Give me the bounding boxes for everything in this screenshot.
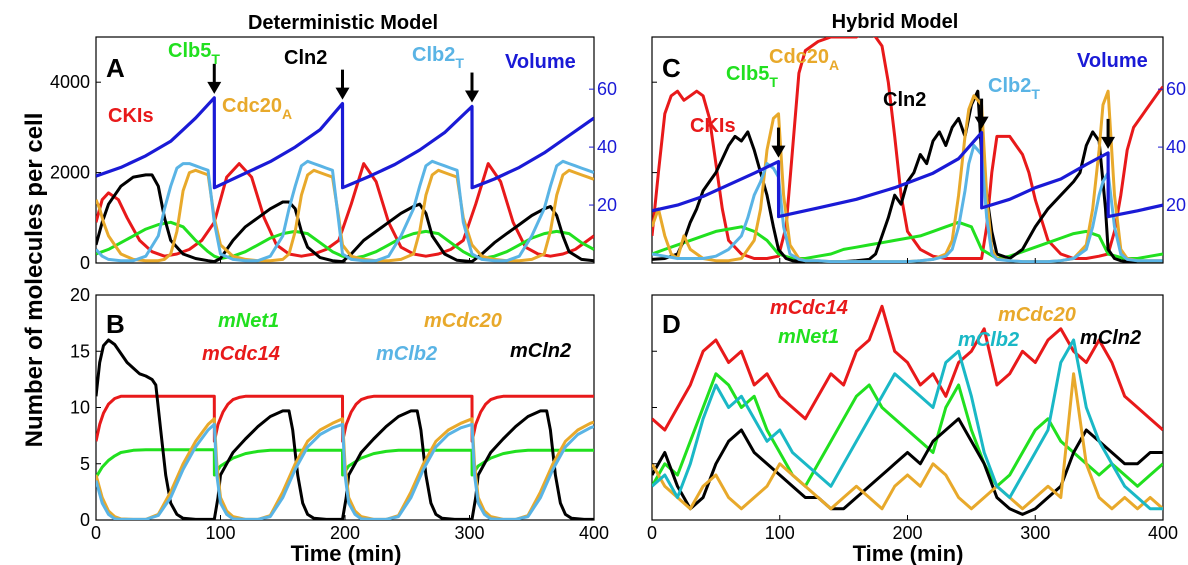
series-line-mclb2 [96,422,594,520]
x-tick-label: 200 [892,523,922,543]
x-tick-label: 200 [330,523,360,543]
series-label-mcdc20: mCdc20 [424,310,502,332]
y-tick-label: 0 [80,253,90,273]
division-arrow-head [335,87,350,100]
series-line-volume [652,131,1163,219]
y-right-tick-label: 20 [1166,195,1186,215]
series-label-subscript: A [829,57,839,73]
series-line-cln2 [96,173,594,263]
series-line-ckis [96,162,594,258]
series-label-mnet1: mNet1 [218,310,279,332]
y-tick-label: 2000 [50,163,90,183]
division-arrow-head [207,81,222,94]
y-right-tick-label: 40 [597,137,617,157]
series-line-volume [96,96,594,190]
y-right-tick-label: 60 [597,79,617,99]
series-label-mnet1: mNet1 [778,326,839,348]
series-line-mcdc20 [652,372,1163,511]
series-label-mclb2_d: mClb2 [958,329,1019,351]
series-label-subscript: T [769,74,778,90]
division-arrow-head [1101,136,1116,149]
series-label-mcln2: mCln2 [510,340,571,362]
series-line-mcln2 [652,417,1163,516]
panel-d: 0 100 200 300 400 mCdc14 mNet1 mCdc20 mClb2 mCln2… [647,294,1178,543]
series-label-cln2: Cln2 [284,47,327,69]
panel-letter-a: A [106,53,125,83]
x-tick-label: 400 [1148,523,1178,543]
y-tick-label: 10 [70,398,90,418]
series-line-clb2t [96,159,594,263]
x-axis-label-right: Time (min) [853,541,964,565]
y-tick-label: 4000 [50,72,90,92]
division-arrow-head [974,116,989,129]
series-line-mcln2 [96,338,594,520]
series-label-mcdc14: mCdc14 [202,343,280,365]
series-label-volume: Volume [505,51,576,73]
x-tick-label: 300 [1020,523,1050,543]
x-tick-label: 0 [647,523,657,543]
y-tick-label: 20 [70,285,90,305]
series-label-mcdc20: mCdc20 [998,304,1076,326]
x-tick-label: 100 [205,523,235,543]
x-tick-label: 0 [91,523,101,543]
series-line-clb5t [96,220,594,260]
y-tick-label: 15 [70,341,90,361]
series-line-clb5t [652,220,1163,260]
series-label-subscript: T [211,51,220,67]
series-label-subscript: A [282,106,292,122]
series-label-subscript: T [455,55,464,71]
series-label-mcln2: mCln2 [1080,327,1141,349]
series-label-cln2: Cln2 [883,89,926,111]
x-tick-label: 400 [579,523,609,543]
series-label-mcdc14: mCdc14 [770,297,848,319]
panel-a-title: Deterministic Model [248,12,438,34]
series-line-mclb2 [652,338,1163,511]
y-right-tick-label: 20 [597,195,617,215]
panel-c-title: Hybrid Model [832,11,959,33]
series-label-ckis: CKIs [690,115,736,137]
y-axis-label: Number of molecules per cell [21,113,48,448]
series-label-ckis: CKIs [108,105,154,127]
x-tick-label: 100 [765,523,795,543]
y-right-tick-label: 40 [1166,137,1186,157]
x-axis-label-left: Time (min) [291,541,402,565]
y-tick-label: 0 [80,510,90,530]
x-tick-label: 300 [454,523,484,543]
series-label-volume: Volume [1077,50,1148,72]
series-label-mclb2_b: mClb2 [376,343,437,365]
panel-letter-b: B [106,309,125,339]
division-arrow-head [464,90,479,103]
series-label-subscript: T [1031,86,1040,102]
series-line-clb2t [652,144,1163,263]
series-line-ckis [652,37,1163,260]
panel-letter-c: C [662,53,681,83]
division-arrow-head [771,145,786,158]
y-tick-label: 5 [80,454,90,474]
panel-letter-d: D [662,309,681,339]
y-right-tick-label: 60 [1166,79,1186,99]
